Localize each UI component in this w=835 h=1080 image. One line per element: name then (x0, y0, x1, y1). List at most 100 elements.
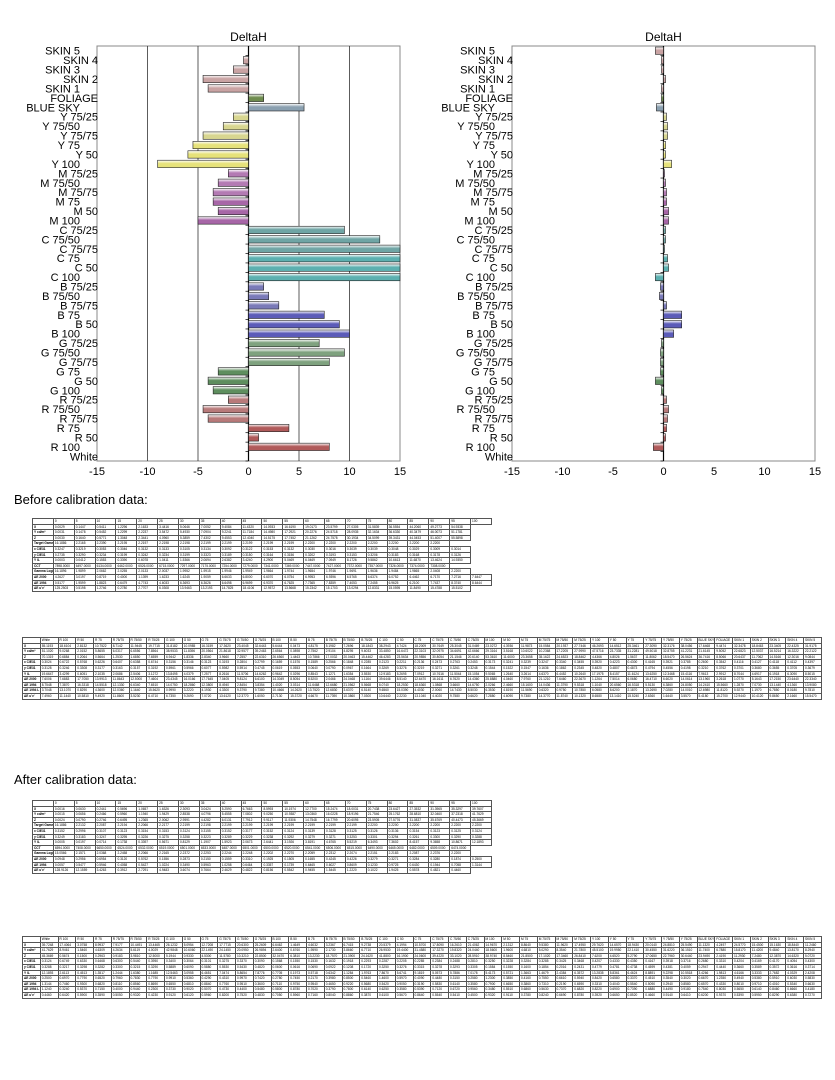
table-row: y CIE31 0.3288 0.3217 0.3298 0.3282 0.3300 0.3… (22, 964, 822, 971)
category-label: SKIN 5 (45, 46, 80, 58)
bar (663, 395, 667, 404)
category-label: B 75/75 (475, 300, 513, 312)
category-label: R 75/25 (59, 395, 98, 407)
table-cell: 0.9120 (164, 991, 183, 999)
table-cell: 2.6360 (643, 692, 662, 700)
bar (663, 301, 667, 310)
table-cell: 0.2780 (115, 585, 138, 592)
table-cell: 13.2193 (198, 585, 221, 592)
category-label: Y 75/50 (457, 121, 495, 133)
category-label: R 100 (51, 442, 80, 454)
bar (248, 329, 350, 338)
bar (663, 424, 667, 432)
table-cell: 0.6100 (377, 991, 396, 999)
table-cell: 15.1703 (324, 585, 346, 592)
category-label: C 75/75 (474, 244, 513, 256)
category-label: G 100 (50, 385, 80, 397)
bar (207, 376, 249, 385)
table-cell: 0.5960 (199, 991, 219, 999)
table-cell: 6.4710 (146, 692, 165, 700)
bar (663, 263, 669, 272)
table-row: y CIE31 0.2735 0.3290 0.3234 0.3199 0.3242 0.3… (32, 551, 492, 559)
row-header-cell: Gamma Log/Log (32, 568, 54, 575)
x-tick-label: 10 (758, 466, 770, 478)
table-cell: 4.6090 (501, 692, 520, 700)
bar (248, 348, 345, 357)
table-cell: 12.1893 (470, 839, 492, 846)
category-label: Y 75/25 (475, 112, 513, 124)
category-label: G 50 (489, 376, 513, 388)
x-tick-label: 0 (245, 466, 251, 478)
bar (663, 235, 666, 244)
table-cell: 0.5960 (288, 991, 307, 999)
table-cell: 0.8860 (341, 991, 361, 999)
table-cell: 15.3720 (288, 692, 307, 700)
table-cell: 0.8240 (536, 991, 556, 999)
table-cell: 0.5198 (73, 585, 96, 592)
bar (663, 216, 669, 225)
table-cell: 0.6200 (696, 991, 716, 999)
bar (659, 291, 664, 300)
category-label: SKIN 1 (45, 83, 80, 95)
table-row: ΔE u'v' 0.4460 0.6420 0.5900 0.3590 0.5050 0.9… (22, 991, 822, 999)
category-label: C 100 (466, 272, 495, 284)
bar (248, 339, 320, 348)
table-cell: 0.5540 (430, 991, 449, 999)
table-cell: 0.6690 (554, 991, 574, 999)
table-cell: 0.3920 (590, 991, 609, 999)
bar (212, 386, 249, 395)
before-calibration-label: Before calibration data: (14, 492, 148, 507)
bar (663, 244, 665, 253)
table-cell: 0.3590 (93, 991, 112, 999)
table-cell: 0.5578 (407, 867, 430, 874)
table-cell: 0.7160 (306, 991, 325, 999)
x-tick-label: -5 (193, 466, 203, 478)
category-label: G 75 (471, 366, 495, 378)
table-cell: 8.6444 (470, 579, 492, 587)
table-cell: 5.4180 (696, 692, 716, 700)
table-cell: 7.0720 (199, 692, 219, 700)
table-cell: 0.9140 (661, 991, 680, 999)
bar (663, 75, 666, 83)
bar (661, 386, 664, 395)
table-row: y CIE31 0.3249 0.3183 0.3247 0.3295 0.3226 0.3… (32, 833, 492, 841)
bar (661, 339, 664, 348)
category-label: BLUE SKY (441, 102, 495, 114)
table-cell: 0.9320 (483, 991, 503, 999)
category-label: C 75 (57, 253, 80, 265)
category-label: C 75/50 (456, 234, 495, 246)
category-label: SKIN 3 (45, 65, 80, 77)
table-cell: 0.3912 (115, 867, 138, 874)
bar (663, 225, 666, 234)
category-label: G 75/75 (59, 357, 98, 369)
table-cell: 1.6050 (252, 692, 272, 700)
table-cell: 0.8780 (572, 991, 591, 999)
category-label: R 50 (490, 432, 513, 444)
table-cell: 10.5810 (75, 692, 94, 700)
table-cell: 0.4460 (39, 991, 59, 999)
category-label: Y 100 (466, 159, 495, 171)
x-tick-label: -10 (140, 466, 156, 478)
table-row: ΔE 2000 7.6006 7.6883 17.7050 13.9913 11.8643… (22, 676, 822, 683)
bar (192, 141, 249, 150)
category-label: G 75/75 (474, 357, 513, 369)
bar (655, 273, 664, 282)
table-cell: 55.5898 (449, 534, 472, 542)
table-cell: 0.8040 (323, 991, 343, 999)
table-cell: 0.6420 (57, 991, 77, 999)
table-cell: 14.3770 (536, 692, 556, 700)
table-cell: 12.9572 (261, 585, 284, 592)
table-cell: 13.1410 (607, 692, 627, 700)
bar (663, 329, 674, 338)
row-header-cell: Target Gamma Abs (32, 540, 54, 547)
table-cell: 3.5570 (678, 692, 698, 700)
table-cell: 0.5050 (110, 991, 130, 999)
category-label: B 75/25 (475, 282, 513, 294)
x-tick-label: 15 (394, 466, 406, 478)
bar (248, 301, 280, 310)
table-cell: 11.8600 (110, 692, 130, 700)
bar (661, 84, 664, 93)
table-cell: 2.4629 (219, 867, 242, 874)
table-cell: BLUE SKY (696, 637, 716, 644)
